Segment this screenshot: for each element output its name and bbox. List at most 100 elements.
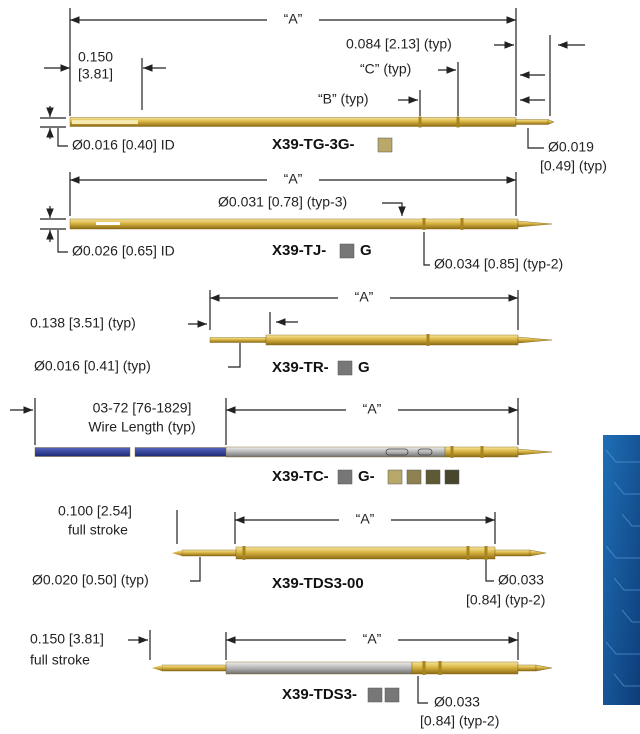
callout-label: Ø0.026 [0.65] ID <box>72 243 175 259</box>
dimension-label: “A” <box>355 289 374 305</box>
leader-line <box>423 232 430 266</box>
part-number: X39-TG-3G- <box>272 136 355 153</box>
part-number: X39-TDS3-00 <box>272 575 364 592</box>
leader-line <box>527 128 544 149</box>
callout-label: 0.150 [3.81] <box>30 631 104 647</box>
label-bg <box>267 171 319 189</box>
groove <box>422 661 426 675</box>
probe-segment <box>69 218 519 230</box>
wire <box>34 447 131 457</box>
probe-segment <box>161 664 227 672</box>
callout-label: 0.100 [2.54] <box>58 503 132 519</box>
color-swatch <box>377 137 393 153</box>
circuit-trace <box>621 609 640 623</box>
part-number: X39-TR- <box>272 359 329 376</box>
label-bg <box>267 11 319 29</box>
probe-segment <box>181 549 237 557</box>
color-swatch <box>406 469 422 485</box>
dimension-label: “A” <box>356 511 375 527</box>
groove <box>242 546 246 560</box>
callout-label: 0.084 [2.13] (typ) <box>346 36 452 52</box>
groove <box>460 218 464 230</box>
groove <box>484 546 488 560</box>
leader-line <box>228 343 241 368</box>
callout-label: full stroke <box>68 522 128 538</box>
callout-label: Ø0.033 <box>434 694 480 710</box>
callout-label: 03-72 [76-1829] <box>93 400 192 416</box>
groove <box>480 446 484 458</box>
probe-segment <box>517 664 537 672</box>
probe-tip <box>517 336 553 344</box>
wire <box>134 447 227 457</box>
probe-segment <box>235 546 496 560</box>
callout-label: Ø0.019 <box>548 139 594 155</box>
callout-label: 0.150 <box>78 49 113 65</box>
circuit-trace <box>605 545 640 559</box>
probe-tip <box>152 665 162 671</box>
bore <box>72 120 138 124</box>
color-swatch <box>337 469 353 485</box>
slot <box>96 222 120 225</box>
color-swatch <box>387 469 403 485</box>
probe-tip <box>172 550 182 556</box>
callout-label: [0.84] (typ-2) <box>420 713 499 729</box>
leader-line <box>485 560 494 582</box>
probe-tip <box>517 448 553 456</box>
callout-label: Ø0.016 [0.40] ID <box>72 137 175 153</box>
groove <box>418 116 422 128</box>
circuit-trace <box>605 641 640 655</box>
groove <box>438 661 442 675</box>
part-suffix: G- <box>358 468 375 485</box>
color-swatch <box>444 469 460 485</box>
label-bg <box>346 401 398 419</box>
circuit-trace <box>605 449 640 463</box>
callout-label: Ø0.033 <box>498 572 544 588</box>
probe-segment <box>494 549 531 557</box>
dimension-label: “A” <box>363 401 382 417</box>
callout-label: Wire Length (typ) <box>88 419 195 435</box>
label-bg <box>338 289 390 307</box>
marking <box>417 448 433 456</box>
probe-segment <box>225 446 446 458</box>
circuit-trace <box>613 481 640 495</box>
groove <box>466 546 470 560</box>
callout-label: Ø0.020 [0.50] (typ) <box>32 572 149 588</box>
probe-segment <box>515 119 549 125</box>
color-swatch <box>384 687 400 703</box>
callout-label: [0.49] (typ) <box>540 158 607 174</box>
label-bg <box>339 511 391 529</box>
probe-tip <box>517 220 553 228</box>
part-suffix: G <box>360 242 372 259</box>
part-suffix: G <box>358 359 370 376</box>
probe-tip <box>535 664 553 672</box>
part-number: X39-TJ- <box>272 242 326 259</box>
leader-line <box>57 230 68 253</box>
color-swatch <box>425 469 441 485</box>
color-swatch <box>337 360 353 376</box>
callout-label: Ø0.016 [0.41] (typ) <box>34 358 151 374</box>
color-swatch <box>339 243 355 259</box>
callout-label: [0.84] (typ-2) <box>466 592 545 608</box>
leader-line <box>382 202 406 216</box>
callout-label: “C” (typ) <box>360 61 411 77</box>
callout-label: full stroke <box>30 652 90 668</box>
circuit-board <box>603 435 640 705</box>
dimension-label: “A” <box>284 171 303 187</box>
probe-segment <box>265 334 519 346</box>
dimension-label: “A” <box>284 11 303 27</box>
circuit-trace <box>621 513 640 527</box>
probe-segment <box>209 337 267 343</box>
callout-label: “B” (typ) <box>318 91 369 107</box>
callout-label: 0.138 [3.51] (typ) <box>30 315 136 331</box>
probe-tip <box>529 549 547 557</box>
callout-label: [3.81] <box>78 66 113 82</box>
circuit-trace <box>613 577 640 591</box>
part-number: X39-TC- <box>272 468 329 485</box>
groove <box>456 116 460 128</box>
circuit-trace <box>613 673 640 687</box>
leader-line <box>57 128 68 147</box>
groove <box>450 446 454 458</box>
groove <box>422 218 426 230</box>
leader-line <box>190 557 201 582</box>
